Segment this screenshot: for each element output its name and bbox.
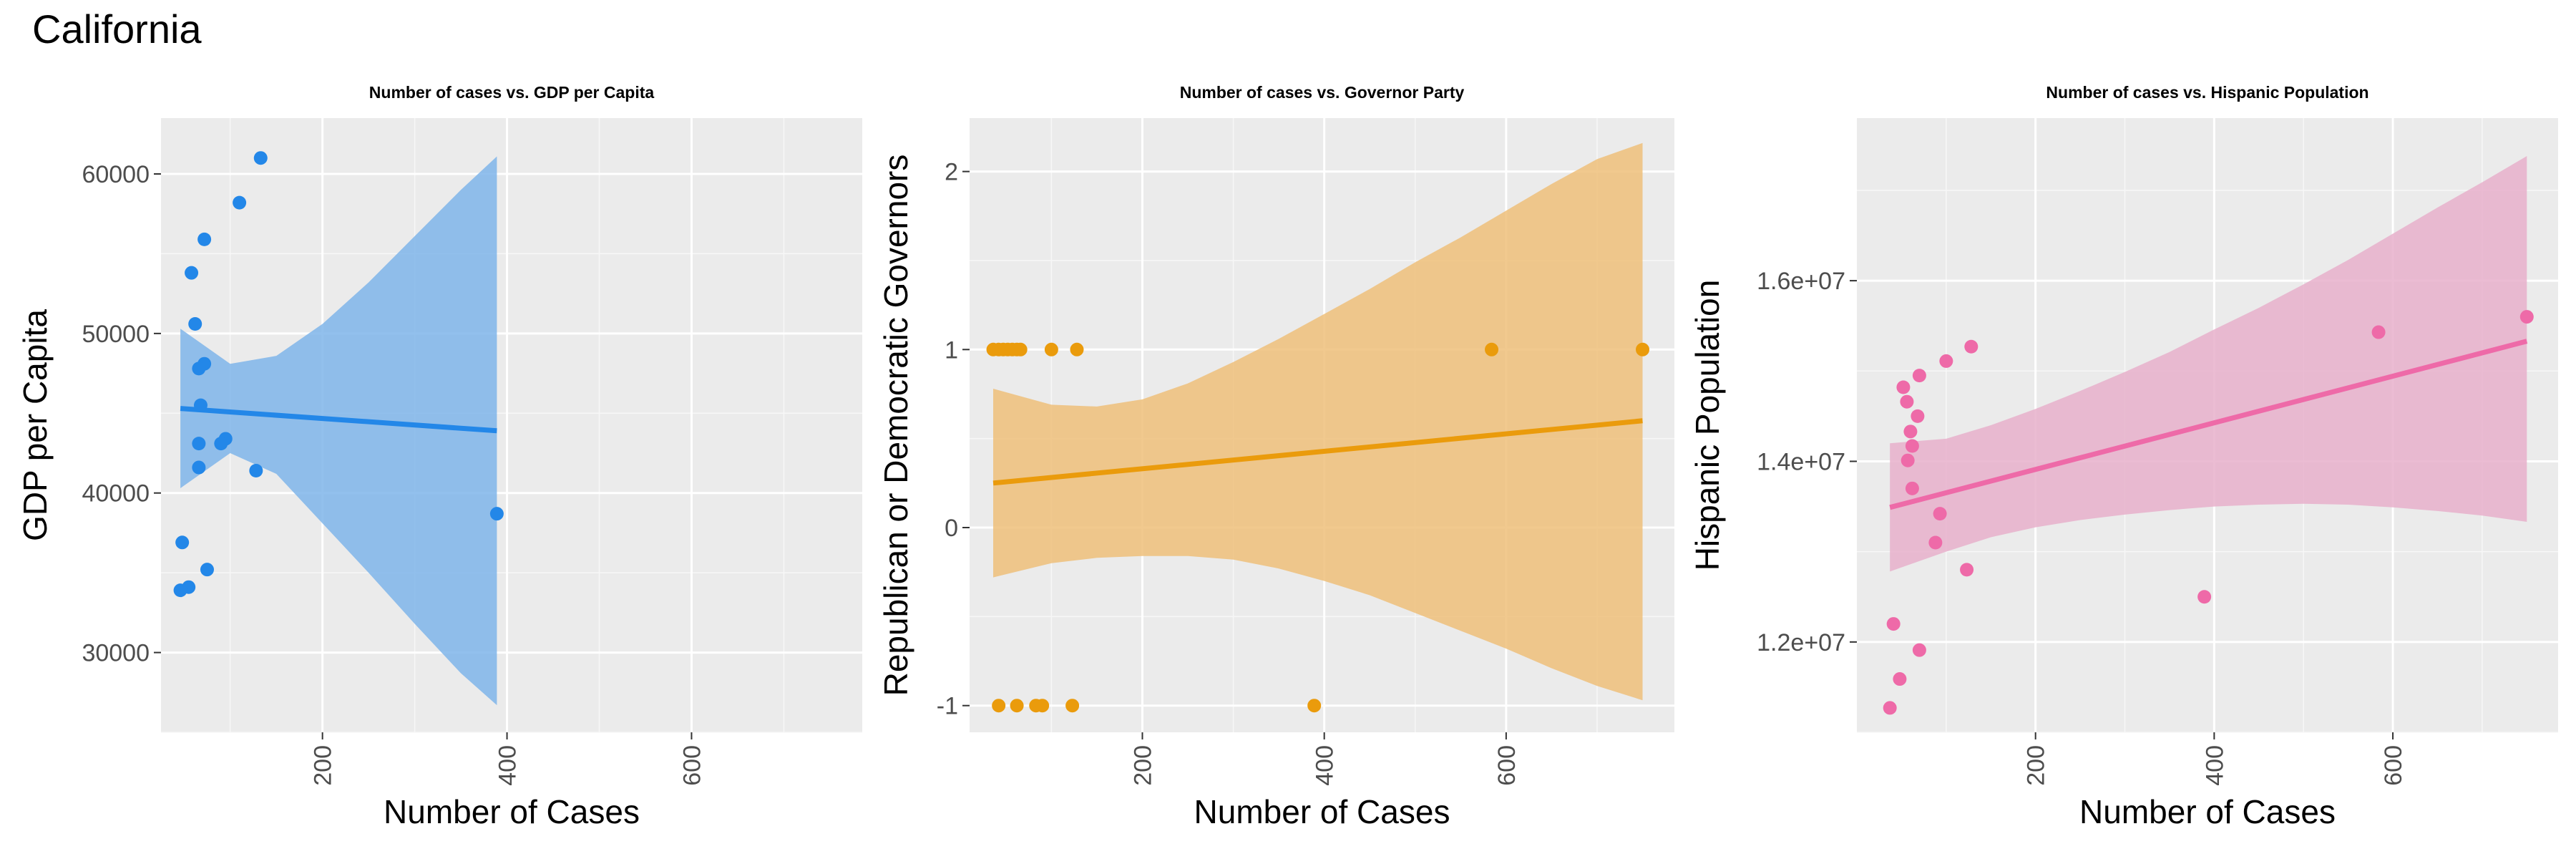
x-tick-label: 200 — [1129, 745, 1156, 786]
y-tick-label: 2 — [945, 159, 958, 186]
data-point — [197, 232, 212, 246]
data-point — [1903, 424, 1918, 439]
data-point — [1035, 699, 1050, 713]
data-point — [1636, 342, 1650, 356]
trend-line — [180, 406, 497, 434]
x-tick-label: 200 — [310, 745, 337, 786]
data-point — [1933, 507, 1947, 521]
trend-line — [1889, 339, 2528, 510]
page-title: California — [32, 6, 202, 52]
data-point — [1912, 643, 1926, 657]
y-tick-label: 50000 — [82, 321, 150, 348]
chart-panel-3: 200 400 600 1.2e+07 1.4e+07 1.6e+07 Number of … — [1689, 83, 2558, 830]
data-point — [233, 195, 247, 210]
data-point — [2197, 590, 2212, 604]
data-point — [1960, 563, 1974, 577]
x-tick-label: 400 — [494, 745, 522, 786]
trend-line — [992, 418, 1643, 486]
data-point — [1928, 535, 1943, 550]
data-point — [1883, 701, 1897, 715]
y-tick-label: 1.4e+07 — [1757, 448, 1845, 475]
data-point — [249, 464, 263, 478]
y-tick-label: 1.2e+07 — [1757, 629, 1845, 656]
x-tick-label: 400 — [1312, 745, 1339, 786]
data-point — [992, 699, 1006, 713]
y-tick-label: 60000 — [82, 161, 150, 188]
data-point — [1307, 699, 1322, 713]
data-point — [1886, 617, 1901, 631]
data-point — [1893, 672, 1907, 686]
x-tick-label: 600 — [678, 745, 706, 786]
x-tick-label: 200 — [2023, 745, 2050, 786]
confidence-band — [180, 156, 497, 706]
data-point — [1905, 481, 1919, 495]
data-point — [1485, 342, 1499, 356]
data-point — [1900, 394, 1914, 409]
data-point — [1896, 380, 1911, 394]
chart-title: Number of cases vs. GDP per Capita — [369, 83, 655, 102]
data-point — [489, 507, 504, 521]
data-point — [253, 151, 268, 165]
data-point — [1905, 439, 1919, 453]
y-tick-label: 1.6e+07 — [1757, 268, 1845, 295]
x-axis-label: Number of Cases — [1194, 793, 1450, 830]
data-point — [192, 460, 206, 475]
data-point — [1912, 369, 1926, 383]
data-point — [188, 316, 203, 331]
data-point — [1964, 339, 1979, 354]
x-tick-label: 600 — [1493, 745, 1521, 786]
data-point — [200, 563, 214, 577]
data-point — [1065, 699, 1080, 713]
data-point — [175, 535, 190, 550]
confidence-band — [993, 142, 1643, 701]
data-point — [214, 437, 228, 451]
chart-title: Number of cases vs. Governor Party — [1180, 83, 1465, 102]
data-point — [173, 583, 187, 598]
data-point — [1010, 699, 1024, 713]
data-point — [1044, 342, 1058, 356]
data-point — [1013, 342, 1028, 356]
chart-panel-1: 200 400 600 30000 40000 50000 60000 Number of c… — [16, 83, 862, 830]
y-tick-label: 0 — [945, 515, 958, 542]
x-tick-label: 400 — [2201, 745, 2228, 786]
y-axis-label: GDP per Capita — [16, 309, 54, 541]
y-tick-label: 30000 — [82, 640, 150, 667]
x-tick-label: 600 — [2380, 745, 2407, 786]
y-tick-label: 1 — [945, 336, 958, 364]
data-point — [1070, 342, 1084, 356]
y-tick-label: 40000 — [82, 480, 150, 508]
data-point — [1901, 453, 1915, 467]
data-point — [1939, 354, 1953, 368]
data-point — [2371, 325, 2386, 339]
data-point — [1911, 409, 1925, 423]
x-axis-label: Number of Cases — [2079, 793, 2336, 830]
data-point — [192, 361, 206, 376]
chart-title: Number of cases vs. Hispanic Population — [2046, 83, 2368, 102]
data-point — [192, 437, 206, 451]
y-axis-label: Hispanic Population — [1689, 280, 1726, 571]
y-tick-label: -1 — [937, 693, 958, 720]
chart-panel-2: 200 400 600 -1 0 1 2 Number of cases vs. Govern… — [877, 83, 1674, 830]
data-point — [2519, 310, 2534, 324]
data-point — [185, 266, 199, 280]
x-axis-label: Number of Cases — [384, 793, 640, 830]
data-point — [193, 398, 208, 412]
y-axis-label: Republican or Democratic Governors — [877, 155, 914, 697]
